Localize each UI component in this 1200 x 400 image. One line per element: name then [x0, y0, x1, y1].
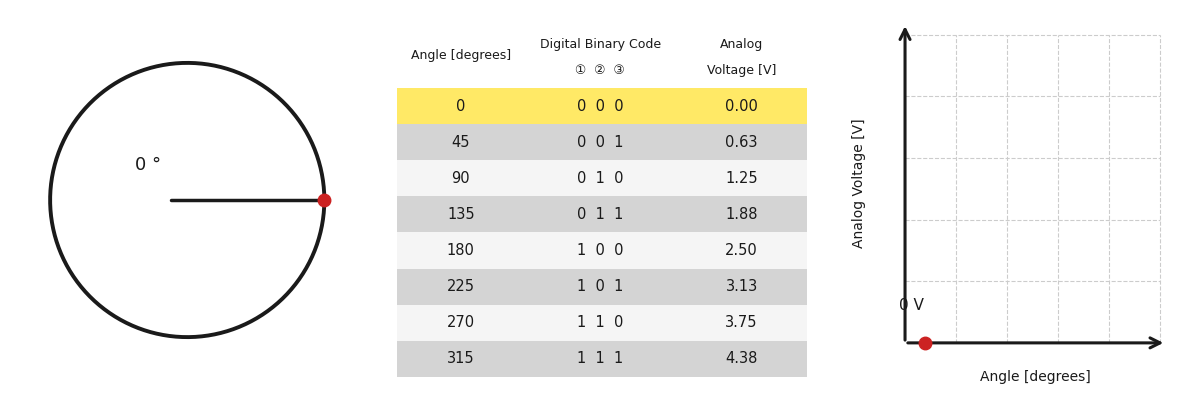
Text: 0: 0	[456, 99, 466, 114]
Bar	[524, 124, 676, 160]
Text: 0  0  0: 0 0 0	[577, 99, 624, 114]
Bar	[397, 23, 524, 88]
Text: Angle [degrees]: Angle [degrees]	[980, 370, 1091, 384]
Bar	[676, 23, 808, 88]
Text: 45: 45	[451, 135, 470, 150]
Bar	[676, 268, 808, 304]
Bar	[676, 160, 808, 196]
Text: 315: 315	[446, 351, 475, 366]
Bar	[397, 304, 524, 341]
Text: Analog: Analog	[720, 38, 763, 50]
Bar	[676, 124, 808, 160]
Text: Digital Binary Code: Digital Binary Code	[540, 38, 661, 50]
Bar	[397, 88, 524, 124]
Bar	[524, 88, 676, 124]
Text: 1  1  0: 1 1 0	[577, 315, 623, 330]
Bar	[676, 88, 808, 124]
Text: 0 °: 0 °	[134, 156, 161, 174]
Text: 0  1  1: 0 1 1	[577, 207, 623, 222]
Bar	[397, 196, 524, 232]
Bar	[524, 160, 676, 196]
Bar	[397, 268, 524, 304]
Text: 180: 180	[446, 243, 475, 258]
Bar	[524, 304, 676, 341]
Bar	[524, 341, 676, 377]
Text: 135: 135	[446, 207, 475, 222]
Bar	[676, 232, 808, 268]
Text: 0.63: 0.63	[725, 135, 758, 150]
Text: 1.88: 1.88	[725, 207, 758, 222]
Text: 1.25: 1.25	[725, 171, 758, 186]
Text: 2.50: 2.50	[725, 243, 758, 258]
Text: Angle [degrees]: Angle [degrees]	[410, 49, 511, 62]
Bar	[524, 196, 676, 232]
Text: 1  1  1: 1 1 1	[577, 351, 623, 366]
Text: Voltage [V]: Voltage [V]	[707, 64, 776, 76]
Bar	[397, 160, 524, 196]
Text: 0  1  0: 0 1 0	[577, 171, 624, 186]
Text: Analog Voltage [V]: Analog Voltage [V]	[852, 118, 866, 248]
Text: 3.75: 3.75	[725, 315, 758, 330]
Text: 3.13: 3.13	[726, 279, 757, 294]
Bar	[397, 232, 524, 268]
Text: 1  0  0: 1 0 0	[577, 243, 624, 258]
Bar	[397, 341, 524, 377]
Text: 0.00: 0.00	[725, 99, 758, 114]
Bar	[524, 268, 676, 304]
Text: 4.38: 4.38	[725, 351, 757, 366]
Text: ①  ②  ③: ① ② ③	[575, 64, 625, 76]
Bar	[397, 124, 524, 160]
Text: 0 V: 0 V	[899, 298, 923, 313]
Bar	[676, 304, 808, 341]
Bar	[524, 232, 676, 268]
Text: 1  0  1: 1 0 1	[577, 279, 623, 294]
Bar	[676, 196, 808, 232]
Text: 0  0  1: 0 0 1	[577, 135, 624, 150]
Bar	[524, 23, 676, 88]
Text: 90: 90	[451, 171, 470, 186]
Bar	[676, 341, 808, 377]
Text: 270: 270	[446, 315, 475, 330]
Text: 225: 225	[446, 279, 475, 294]
